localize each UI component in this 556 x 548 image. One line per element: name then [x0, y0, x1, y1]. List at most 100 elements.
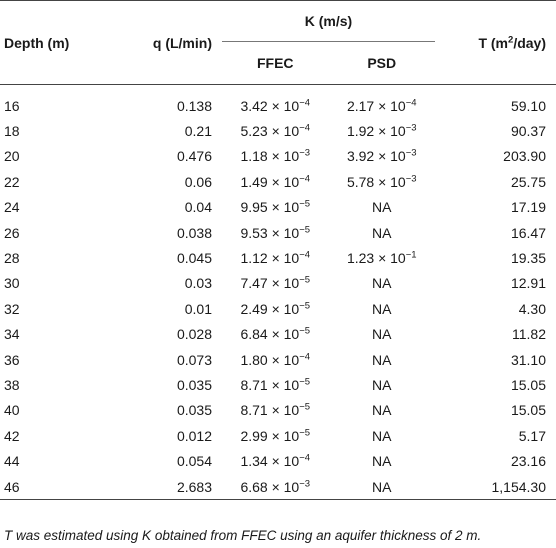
cell-ffec: 6.68 × 10−3 — [222, 474, 329, 500]
cell-q: 0.035 — [176, 402, 212, 419]
cell-psd-times: × 10 — [378, 148, 406, 165]
cell-ffec-times: × 10 — [271, 224, 300, 241]
header-row-sub: FFEC PSD — [0, 42, 556, 85]
cell-t: 15.05 — [510, 402, 546, 419]
cell-psd: NA — [329, 423, 436, 448]
cell-psd-mantissa: 5.78 — [346, 173, 375, 190]
cell-psd-na: NA — [372, 402, 392, 419]
cell-depth: 30 — [4, 275, 20, 292]
cell-ffec-exponent: −4 — [299, 122, 311, 134]
cell-psd-mantissa: 3.92 — [346, 148, 375, 165]
cell-ffec-mantissa: 9.95 — [240, 199, 268, 216]
cell-q: 0.03 — [184, 275, 212, 292]
header-ffec: FFEC — [256, 55, 294, 71]
cell-psd: NA — [329, 398, 436, 423]
cell-ffec-mantissa: 1.80 — [240, 351, 268, 368]
cell-psd: NA — [329, 220, 436, 245]
cell-psd-times: × 10 — [378, 123, 406, 140]
cell-q: 0.035 — [176, 376, 212, 393]
cell-ffec-exponent: −3 — [299, 147, 311, 159]
cell-t: 19.35 — [510, 250, 546, 267]
cell-psd-na: NA — [372, 351, 392, 368]
cell-ffec-exponent: −5 — [299, 274, 311, 286]
cell-ffec: 9.53 × 10−5 — [222, 220, 329, 245]
cell-depth: 22 — [4, 173, 20, 190]
cell-q: 0.21 — [184, 123, 212, 140]
cell-ffec-times: × 10 — [271, 199, 300, 216]
table-row: 46 2.683 6.68 × 10−3 NA 1,154.30 — [0, 474, 556, 500]
cell-t: 203.90 — [503, 148, 546, 165]
cell-t: 23.16 — [510, 453, 546, 470]
cell-psd: 3.92 × 10−3 — [329, 144, 436, 169]
table-row: 18 0.21 5.23 × 10−4 1.92 × 10−3 90.37 — [0, 118, 556, 143]
table-row: 44 0.054 1.34 × 10−4 NA 23.16 — [0, 448, 556, 473]
cell-t: 11.82 — [512, 326, 546, 343]
cell-psd: 5.78 × 10−3 — [329, 169, 436, 194]
cell-q: 0.138 — [176, 97, 212, 114]
cell-psd-exponent: −3 — [405, 122, 417, 134]
cell-ffec-mantissa: 6.68 — [240, 478, 268, 495]
cell-psd-na: NA — [372, 453, 392, 470]
table-row: 30 0.03 7.47 × 10−5 NA 12.91 — [0, 271, 556, 296]
cell-depth: 26 — [4, 224, 20, 241]
cell-depth: 28 — [4, 250, 20, 267]
cell-ffec-mantissa: 1.18 — [240, 148, 268, 165]
cell-ffec-exponent: −4 — [299, 97, 311, 109]
cell-ffec: 9.95 × 10−5 — [222, 195, 329, 220]
cell-ffec-mantissa: 7.47 — [240, 275, 268, 292]
cell-ffec-exponent: −5 — [299, 223, 311, 235]
cell-q: 0.028 — [176, 326, 212, 343]
cell-q: 0.073 — [176, 351, 212, 368]
cell-psd-exponent: −1 — [405, 249, 417, 261]
cell-depth: 20 — [4, 148, 20, 165]
cell-q: 0.01 — [184, 300, 212, 317]
cell-ffec-mantissa: 2.49 — [240, 300, 268, 317]
cell-ffec-exponent: −5 — [299, 325, 311, 337]
table-row: 20 0.476 1.18 × 10−3 3.92 × 10−3 203.90 — [0, 144, 556, 169]
cell-psd-na: NA — [372, 376, 392, 393]
cell-q: 0.045 — [176, 250, 212, 267]
cell-ffec-mantissa: 8.71 — [240, 376, 268, 393]
cell-ffec-mantissa: 1.12 — [240, 250, 268, 267]
cell-t: 25.75 — [510, 173, 546, 190]
table-row: 32 0.01 2.49 × 10−5 NA 4.30 — [0, 296, 556, 321]
table-row: 42 0.012 2.99 × 10−5 NA 5.17 — [0, 423, 556, 448]
cell-depth: 36 — [4, 351, 20, 368]
table-row: 16 0.138 3.42 × 10−4 2.17 × 10−4 59.10 — [0, 93, 556, 118]
cell-ffec: 5.23 × 10−4 — [222, 118, 329, 143]
table-header: Depth (m) q (L/min) K (m/s) T (m2/day) F… — [0, 0, 556, 85]
cell-ffec: 8.71 × 10−5 — [222, 398, 329, 423]
cell-ffec-exponent: −4 — [299, 452, 311, 464]
cell-ffec: 1.80 × 10−4 — [222, 347, 329, 372]
cell-t: 16.47 — [510, 224, 546, 241]
cell-ffec-times: × 10 — [271, 250, 300, 267]
cell-psd-times: × 10 — [378, 173, 406, 190]
cell-psd-mantissa: 1.23 — [346, 250, 375, 267]
cell-ffec-times: × 10 — [271, 478, 300, 495]
cell-t: 17.19 — [510, 199, 546, 216]
cell-psd-na: NA — [372, 275, 392, 292]
cell-psd-exponent: −4 — [405, 97, 417, 109]
cell-ffec: 1.49 × 10−4 — [222, 169, 329, 194]
footnote: T was estimated using K obtained from FF… — [4, 528, 482, 543]
cell-ffec-times: × 10 — [271, 275, 300, 292]
cell-ffec-exponent: −5 — [299, 376, 311, 388]
cell-ffec-times: × 10 — [271, 351, 300, 368]
cell-t: 31.10 — [510, 351, 546, 368]
cell-psd-na: NA — [372, 326, 392, 343]
cell-q: 0.054 — [176, 453, 212, 470]
cell-depth: 32 — [4, 300, 20, 317]
cell-depth: 44 — [4, 453, 20, 470]
cell-ffec-mantissa: 3.42 — [240, 97, 268, 114]
cell-ffec: 2.49 × 10−5 — [222, 296, 329, 321]
table-row: 34 0.028 6.84 × 10−5 NA 11.82 — [0, 322, 556, 347]
cell-psd: NA — [329, 271, 436, 296]
spacer — [0, 85, 556, 94]
cell-ffec-mantissa: 5.23 — [240, 123, 268, 140]
cell-ffec: 8.71 × 10−5 — [222, 372, 329, 397]
cell-t: 90.37 — [510, 123, 546, 140]
table-bottom — [0, 499, 556, 501]
cell-ffec: 1.18 × 10−3 — [222, 144, 329, 169]
cell-ffec-mantissa: 1.49 — [240, 173, 268, 190]
